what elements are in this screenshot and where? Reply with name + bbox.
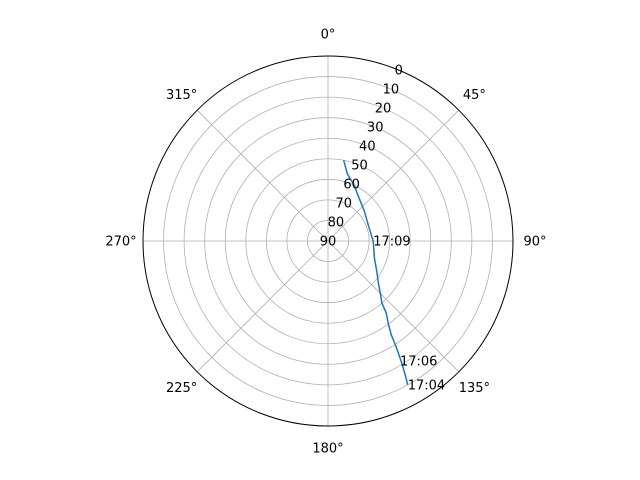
r-tick-label: 60 <box>343 178 360 193</box>
polar-frame <box>142 55 514 427</box>
r-tick-label: 0 <box>395 64 403 79</box>
r-tick-label: 90 <box>320 235 337 250</box>
r-tick-label: 40 <box>359 140 376 155</box>
theta-tick-label: 90° <box>523 235 546 250</box>
theta-tick-label: 135° <box>459 381 490 396</box>
time-annotation: 17:04 <box>408 378 445 393</box>
r-tick-label: 10 <box>383 83 400 98</box>
label-layer: 0° 45° 90° 135° 180° 225° 270° 315° 0 10 20 30 40 50 6… <box>105 28 546 457</box>
theta-tick-label: 0° <box>321 28 336 43</box>
time-annotation: 17:06 <box>400 354 437 369</box>
series-layer <box>342 160 409 385</box>
theta-tick-label: 45° <box>463 88 486 103</box>
time-annotation: 17:09 <box>373 235 410 250</box>
theta-grid-line <box>327 240 460 373</box>
r-tick-label: 70 <box>335 197 352 212</box>
r-tick-label: 50 <box>351 159 368 174</box>
theta-grid-line <box>196 109 329 242</box>
theta-tick-label: 315° <box>166 88 197 103</box>
theta-tick-label: 225° <box>166 381 197 396</box>
theta-tick-label: 180° <box>312 442 343 457</box>
grid-layer <box>142 55 514 427</box>
theta-tick-label: 270° <box>105 235 136 250</box>
theta-grid-line <box>327 109 460 242</box>
r-tick-label: 20 <box>375 102 392 117</box>
theta-grid-line <box>196 240 329 373</box>
series-line <box>342 160 409 385</box>
r-tick-label: 80 <box>328 216 345 231</box>
r-tick-label: 30 <box>367 121 384 136</box>
